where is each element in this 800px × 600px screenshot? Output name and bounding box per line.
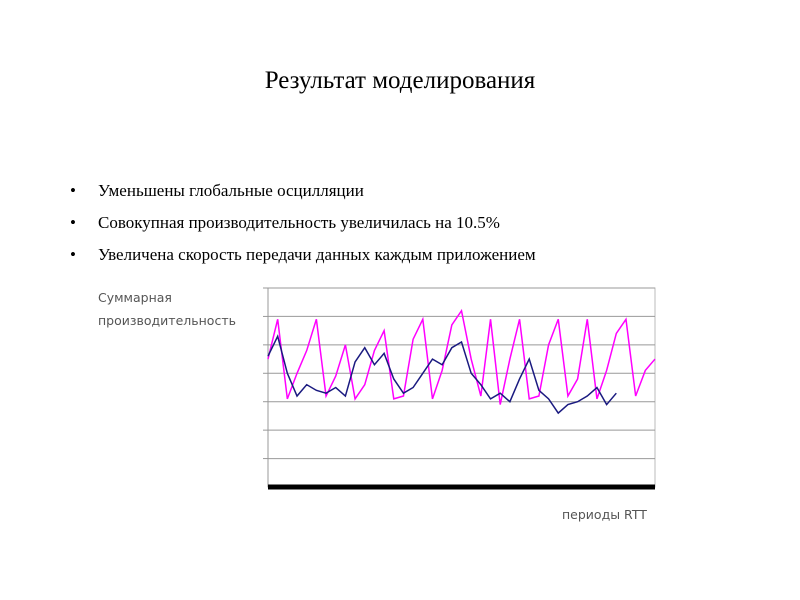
x-axis-label: периоды RTT <box>562 507 647 522</box>
slide-title: Результат моделирования <box>265 67 536 94</box>
y-axis-label: производительность <box>98 313 236 328</box>
y-axis-label: Суммарная <box>98 290 172 305</box>
bullet-list: • Уменьшены глобальные осцилляции • Сово… <box>70 181 536 264</box>
bullet-dot: • <box>70 213 76 232</box>
bullet-dot: • <box>70 181 76 200</box>
bullet-text: Увеличена скорость передачи данных кажды… <box>98 245 536 264</box>
bullet-dot: • <box>70 245 76 264</box>
bullet-text: Совокупная производительность увеличилас… <box>98 213 500 232</box>
plot <box>263 287 656 490</box>
series-line <box>267 308 656 405</box>
series-line <box>267 334 617 415</box>
bullet-text: Уменьшены глобальные осцилляции <box>98 181 364 200</box>
